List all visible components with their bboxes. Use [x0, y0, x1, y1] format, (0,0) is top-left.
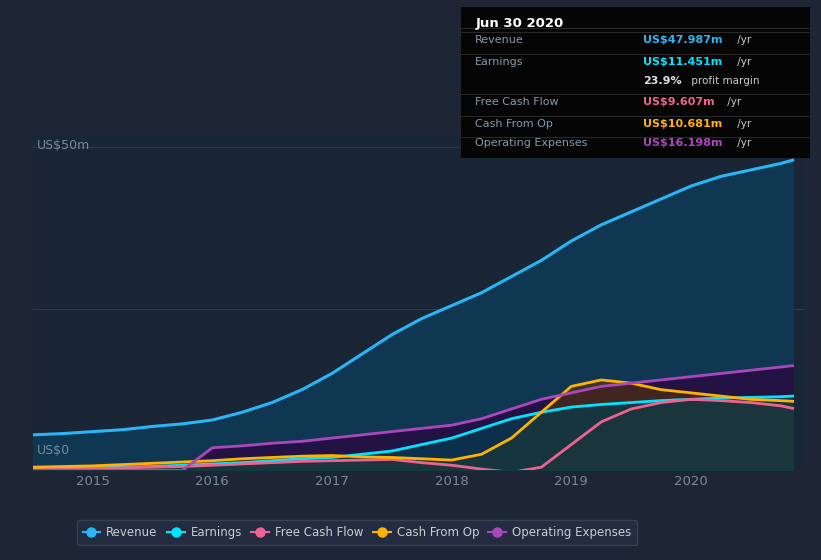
Text: /yr: /yr — [734, 57, 751, 67]
Text: Revenue: Revenue — [475, 35, 524, 45]
Text: Free Cash Flow: Free Cash Flow — [475, 97, 559, 108]
Text: Jun 30 2020: Jun 30 2020 — [475, 17, 563, 30]
Legend: Revenue, Earnings, Free Cash Flow, Cash From Op, Operating Expenses: Revenue, Earnings, Free Cash Flow, Cash … — [76, 520, 637, 545]
Text: US$16.198m: US$16.198m — [643, 138, 722, 148]
Text: /yr: /yr — [734, 35, 751, 45]
Text: Operating Expenses: Operating Expenses — [475, 138, 588, 148]
Text: US$50m: US$50m — [37, 139, 90, 152]
Text: /yr: /yr — [734, 138, 751, 148]
Text: US$0: US$0 — [37, 444, 70, 457]
Text: Earnings: Earnings — [475, 57, 524, 67]
Text: /yr: /yr — [734, 119, 751, 129]
Text: profit margin: profit margin — [688, 76, 759, 86]
Text: US$47.987m: US$47.987m — [643, 35, 722, 45]
Text: US$9.607m: US$9.607m — [643, 97, 714, 108]
Text: /yr: /yr — [724, 97, 741, 108]
Text: Cash From Op: Cash From Op — [475, 119, 553, 129]
Text: 23.9%: 23.9% — [643, 76, 681, 86]
Text: US$11.451m: US$11.451m — [643, 57, 722, 67]
Text: US$10.681m: US$10.681m — [643, 119, 722, 129]
